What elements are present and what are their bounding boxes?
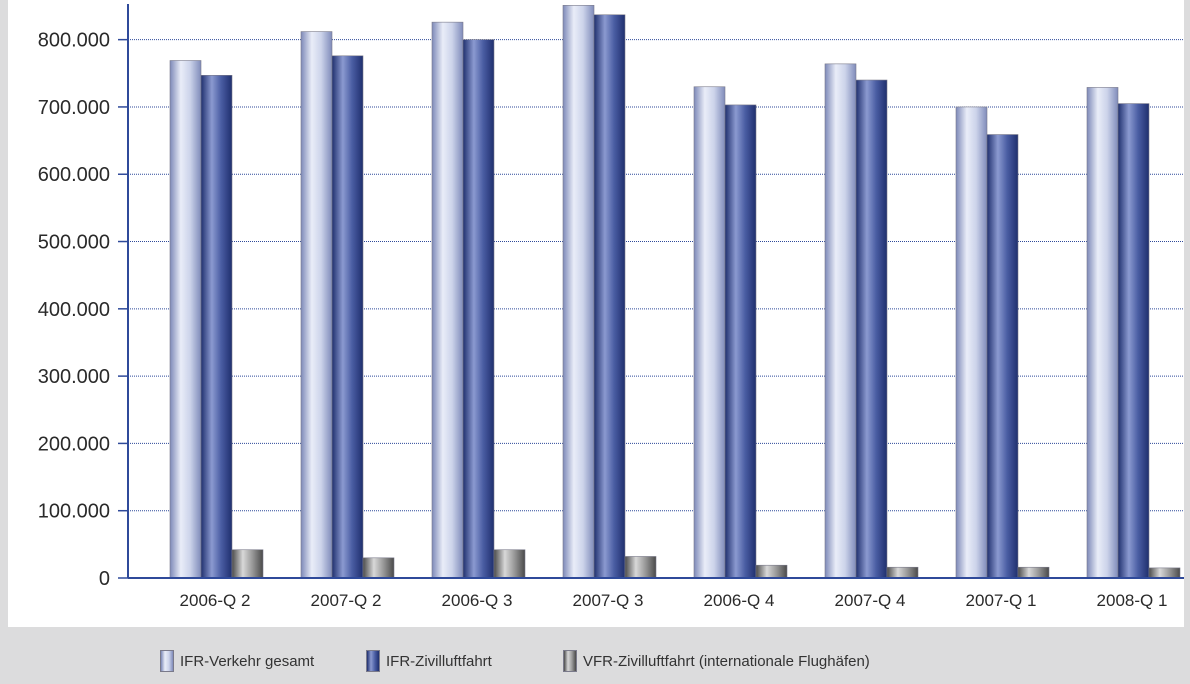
y-tick-label: 200.000	[38, 433, 110, 455]
bar-vfr-zivilluftfahrt	[755, 564, 788, 579]
legend: IFR-Verkehr gesamt IFR-Zivilluftfahrt VF…	[0, 650, 1190, 680]
bar-ifr-verkehr-gesamt	[824, 63, 857, 579]
bar-ifr-zivilluftfahrt	[200, 75, 233, 579]
legend-swatch-ifr-zivilluftfahrt	[366, 650, 380, 672]
x-tick-label: 2008-Q 1	[1097, 591, 1168, 610]
y-tick-label: 600.000	[38, 164, 110, 186]
bar-vfr-zivilluftfahrt	[1148, 567, 1181, 579]
bar-ifr-verkehr-gesamt	[693, 86, 726, 579]
x-tick-label: 2007-Q 3	[573, 591, 644, 610]
x-tick-label: 2006-Q 4	[704, 591, 775, 610]
legend-label-vfr-zivilluftfahrt: VFR-Zivilluftfahrt (internationale Flugh…	[583, 652, 870, 670]
y-tick-label: 500.000	[38, 232, 110, 254]
bar-chart: 0 100.000 200.000 300.000 400.000 500.000 600.…	[38, 4, 1184, 610]
bar-vfr-zivilluftfahrt	[493, 549, 526, 579]
x-tick-label: 2007-Q 1	[966, 591, 1037, 610]
bar-ifr-verkehr-gesamt	[300, 31, 333, 579]
bar-vfr-zivilluftfahrt	[1017, 566, 1050, 579]
bar-ifr-verkehr-gesamt	[431, 21, 464, 579]
x-tick-label: 2006-Q 2	[180, 591, 251, 610]
legend-label-ifr-zivilluftfahrt: IFR-Zivilluftfahrt	[386, 652, 492, 670]
y-tick-label: 700.000	[38, 97, 110, 119]
x-tick-label: 2007-Q 2	[311, 591, 382, 610]
y-tick-label: 400.000	[38, 299, 110, 321]
bar-ifr-zivilluftfahrt	[331, 55, 364, 579]
y-tick-label: 0	[99, 568, 110, 590]
bar-vfr-zivilluftfahrt	[886, 566, 919, 579]
x-tick-label: 2007-Q 4	[835, 591, 906, 610]
bar-vfr-zivilluftfahrt	[624, 556, 657, 579]
bar-ifr-zivilluftfahrt	[1117, 103, 1150, 579]
bar-ifr-zivilluftfahrt	[593, 14, 626, 579]
bar-ifr-zivilluftfahrt	[462, 39, 495, 579]
legend-item-ifr-zivilluftfahrt: IFR-Zivilluftfahrt	[366, 650, 492, 672]
x-tick-label: 2006-Q 3	[442, 591, 513, 610]
y-tick-label: 800.000	[38, 30, 110, 52]
bar-ifr-zivilluftfahrt	[986, 134, 1019, 579]
bar-ifr-zivilluftfahrt	[724, 104, 757, 579]
bar-ifr-verkehr-gesamt	[562, 5, 595, 579]
legend-item-vfr-zivilluftfahrt: VFR-Zivilluftfahrt (internationale Flugh…	[563, 650, 870, 672]
y-tick-label: 300.000	[38, 366, 110, 388]
legend-swatch-ifr-verkehr-gesamt	[160, 650, 174, 672]
chart-panel: 0 100.000 200.000 300.000 400.000 500.000 600.…	[8, 0, 1184, 627]
y-tick-label: 100.000	[38, 501, 110, 523]
legend-label-ifr-verkehr-gesamt: IFR-Verkehr gesamt	[180, 652, 315, 670]
bar-ifr-zivilluftfahrt	[855, 79, 888, 579]
bar-ifr-verkehr-gesamt	[169, 60, 202, 579]
legend-item-ifr-verkehr-gesamt: IFR-Verkehr gesamt	[160, 650, 314, 672]
legend-swatch-vfr-zivilluftfahrt	[563, 650, 577, 672]
bar-vfr-zivilluftfahrt	[231, 549, 264, 579]
bar-ifr-verkehr-gesamt	[955, 106, 988, 579]
bar-vfr-zivilluftfahrt	[362, 557, 395, 579]
bar-ifr-verkehr-gesamt	[1086, 87, 1119, 579]
